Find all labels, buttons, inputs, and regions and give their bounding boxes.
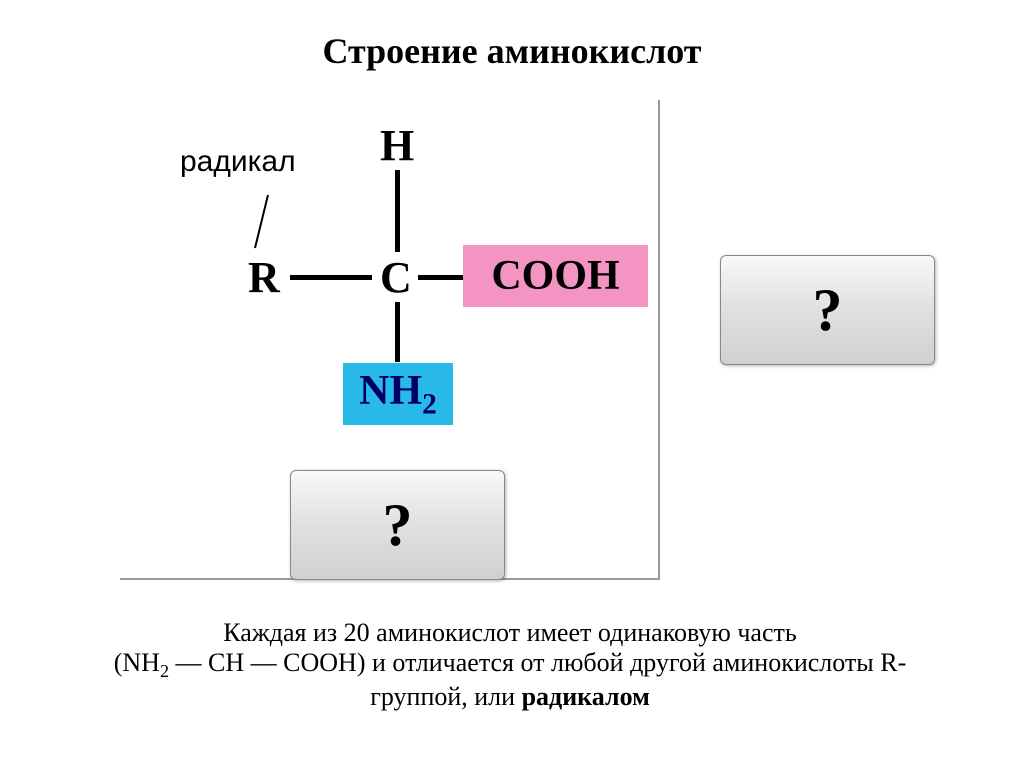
bond-bottom xyxy=(395,302,400,362)
nh2-text: NH2 xyxy=(359,367,437,421)
question-box-bottom: ? xyxy=(290,470,505,580)
caption-line3: группой, или радикалом xyxy=(60,682,960,712)
atom-h: H xyxy=(380,120,414,171)
caption-text: Каждая из 20 аминокислот имеет одинакову… xyxy=(60,618,960,712)
caption-line2: (NH2 — СН — СООН) и отличается от любой … xyxy=(60,648,960,682)
atom-r: R xyxy=(248,252,280,303)
caption-line1: Каждая из 20 аминокислот имеет одинакову… xyxy=(60,618,960,648)
bond-left xyxy=(290,275,372,280)
radical-label: радикал xyxy=(180,145,296,179)
atom-c: C xyxy=(380,252,412,303)
question-box-right: ? xyxy=(720,255,935,365)
cooh-group-box: COOH xyxy=(463,245,648,307)
page-title: Строение аминокислот xyxy=(0,0,1024,72)
bond-right xyxy=(418,275,463,280)
nh2-group-box: NH2 xyxy=(343,363,453,425)
cooh-text: COOH xyxy=(491,252,619,300)
bond-top xyxy=(395,170,400,252)
